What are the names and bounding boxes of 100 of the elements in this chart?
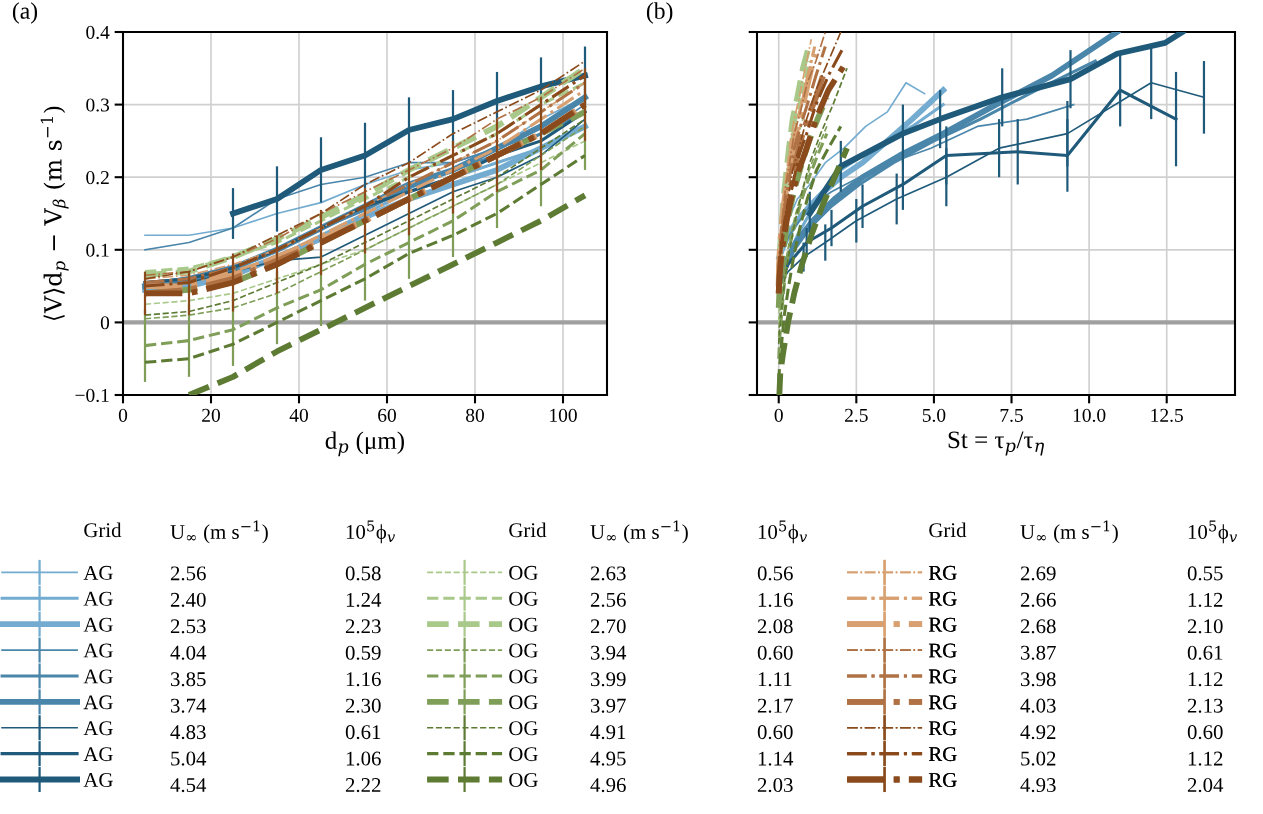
legend-label: RG xyxy=(928,591,957,606)
text: 0.58 xyxy=(345,566,381,581)
x-axis-title: St = τ$_{p}$/τ$_{η}$ xyxy=(948,431,1044,456)
x-tick-label: 100 xyxy=(550,408,577,422)
text: 0.60 xyxy=(757,645,793,660)
legend-label: OG xyxy=(509,695,538,710)
legend-label: AG xyxy=(83,565,113,580)
text: 1.12 xyxy=(1188,751,1223,766)
text: 10$^{5}$ϕ$_{v}$ xyxy=(1188,520,1238,544)
text: 1.06 xyxy=(346,751,381,766)
legend-label: OG xyxy=(509,773,538,788)
y-tick-label: 0.4 xyxy=(86,25,110,40)
text: 3.74 xyxy=(171,698,207,713)
text: 1.16 xyxy=(346,672,381,687)
text: Grid xyxy=(929,522,967,538)
text: U$_{∞}$ (m s$^{−1}$) xyxy=(170,520,268,544)
x-tick-label: 80 xyxy=(466,408,484,422)
x-tick-label: 7.5 xyxy=(1000,408,1023,422)
text: 1.12 xyxy=(1188,592,1223,607)
y-axis-title: ⟨V⟩d$_{p}$ − V$_{β}$ (m s$^{−1}$) xyxy=(40,106,69,321)
text: 2.56 xyxy=(170,566,206,581)
y-tick-label: 0 xyxy=(100,316,110,330)
text: 1.11 xyxy=(758,672,792,687)
legend-label: RG xyxy=(928,721,957,736)
x-tick-label: 20 xyxy=(202,408,220,422)
legend-label: AG xyxy=(83,591,113,606)
text: 2.23 xyxy=(345,619,381,634)
text: 3.94 xyxy=(591,645,627,660)
text: 4.96 xyxy=(590,778,626,793)
legend-label: AG xyxy=(83,643,113,658)
y-tick-label: 0.2 xyxy=(86,171,109,185)
text: 2.40 xyxy=(170,592,206,607)
text: 1.24 xyxy=(346,592,382,607)
text: 3.85 xyxy=(171,672,206,687)
text: 0.56 xyxy=(757,566,793,581)
text: 3.97 xyxy=(591,698,626,713)
text: U$_{∞}$ (m s$^{−1}$) xyxy=(590,520,688,544)
text: 3.87 xyxy=(1021,645,1056,660)
chart-title: (a) xyxy=(12,2,38,24)
legend-label: RG xyxy=(928,617,957,632)
text: 2.04 xyxy=(1187,777,1224,793)
text: 1.16 xyxy=(758,592,793,607)
text: Grid xyxy=(84,522,122,538)
text: 2.22 xyxy=(345,778,381,793)
x-axis-title: d$_{p}$ (μm) xyxy=(325,431,404,457)
x-tick-label: 10.0 xyxy=(1073,408,1106,422)
legend-label: RG xyxy=(928,643,957,658)
text: 0.61 xyxy=(1187,645,1223,660)
legend-label: OG xyxy=(509,643,538,658)
text: 2.66 xyxy=(1020,592,1056,607)
x-tick-label: 5.0 xyxy=(922,408,946,422)
text: 4.83 xyxy=(170,725,206,740)
chart-title: (b) xyxy=(646,2,673,24)
x-tick-label: 0 xyxy=(774,408,783,422)
text: 4.04 xyxy=(170,645,207,660)
y-tick-label: 0.3 xyxy=(86,98,110,112)
text: 2.68 xyxy=(1020,619,1056,634)
x-tick-label: 0 xyxy=(118,408,128,422)
text: 0.60 xyxy=(757,725,793,740)
legend-label: RG xyxy=(928,695,957,710)
legend-label: RG xyxy=(928,747,957,762)
legend-label: AG xyxy=(83,721,113,736)
legend-label: OG xyxy=(509,591,538,606)
text: 10$^{5}$ϕ$_{v}$ xyxy=(758,520,808,544)
text: 4.93 xyxy=(1020,778,1056,793)
legend-label: AG xyxy=(83,747,113,762)
text: 10$^{5}$ϕ$_{v}$ xyxy=(346,520,396,544)
legend-label: AG xyxy=(83,695,113,710)
x-tick-label: 12.5 xyxy=(1151,408,1183,422)
text: 3.99 xyxy=(591,672,626,687)
legend-label: OG xyxy=(509,721,538,736)
text: 2.03 xyxy=(757,777,793,793)
text: 2.08 xyxy=(757,619,793,634)
text: 1.12 xyxy=(1188,672,1223,687)
text: 2.17 xyxy=(757,698,793,713)
text: 3.98 xyxy=(1021,672,1056,687)
text: 2.63 xyxy=(590,566,626,581)
text: Grid xyxy=(509,522,547,538)
legend-label: OG xyxy=(509,669,538,684)
text: 1.14 xyxy=(758,751,794,766)
x-tick-label: 2.5 xyxy=(845,408,868,422)
text: 4.95 xyxy=(590,751,626,766)
legend-label: OG xyxy=(509,565,538,580)
text: 4.92 xyxy=(1020,725,1056,740)
legend-label: RG xyxy=(928,565,957,580)
text: 2.30 xyxy=(345,698,381,713)
legend-label: AG xyxy=(83,617,113,632)
legend-label: RG xyxy=(928,773,957,788)
y-tick-label: 0.1 xyxy=(86,243,109,257)
text: 2.56 xyxy=(590,592,626,607)
legend-label: OG xyxy=(509,747,538,762)
text: 5.04 xyxy=(171,751,207,766)
y-tick-label: −0.1 xyxy=(75,388,109,403)
legend-label: RG xyxy=(928,669,957,684)
legend-label: AG xyxy=(83,773,113,788)
text: 2.53 xyxy=(170,619,206,634)
text: 2.70 xyxy=(590,619,626,634)
text: 2.10 xyxy=(1187,619,1223,634)
x-tick-label: 60 xyxy=(378,408,396,422)
text: 0.60 xyxy=(1187,725,1223,740)
